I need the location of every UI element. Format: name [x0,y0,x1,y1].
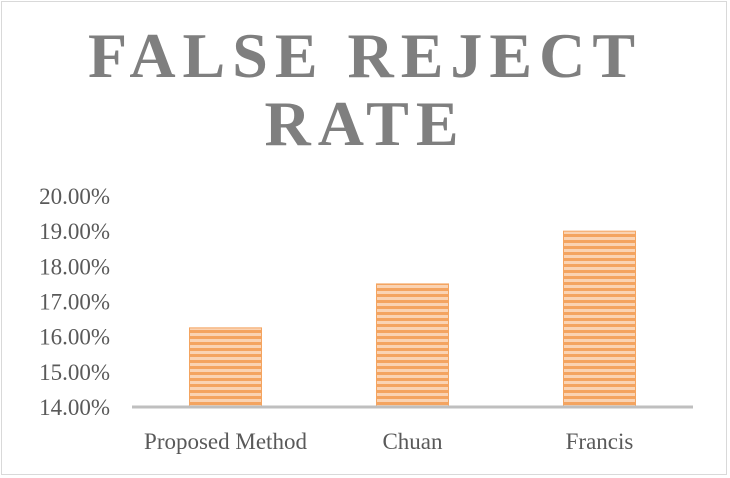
y-axis-tick-labels: 14.00% 15.00% 16.00% 17.00% 18.00% 19.00% 20.0… [39,184,110,420]
y-tick-label: 20.00% [39,184,110,209]
y-tick-label: 19.00% [39,219,110,244]
chart-title-line-1: FALSE REJECT [87,20,643,91]
bar-chuan [376,283,449,408]
y-tick-label: 17.00% [39,290,110,315]
bar-francis [563,230,636,408]
x-category-label: Chuan [382,429,443,454]
y-tick-label: 14.00% [39,395,110,420]
bar-proposed-method [189,327,262,408]
y-tick-label: 18.00% [39,254,110,279]
x-axis-category-labels: Proposed Method Chuan Francis [144,429,633,454]
chart-title: FALSE REJECT RATE [0,22,730,158]
y-tick-label: 16.00% [39,325,110,350]
chart-title-line-2: RATE [264,88,466,159]
x-category-label: Francis [566,429,634,454]
y-tick-label: 15.00% [39,360,110,385]
x-category-label: Proposed Method [144,429,307,454]
bars-group [189,230,636,408]
